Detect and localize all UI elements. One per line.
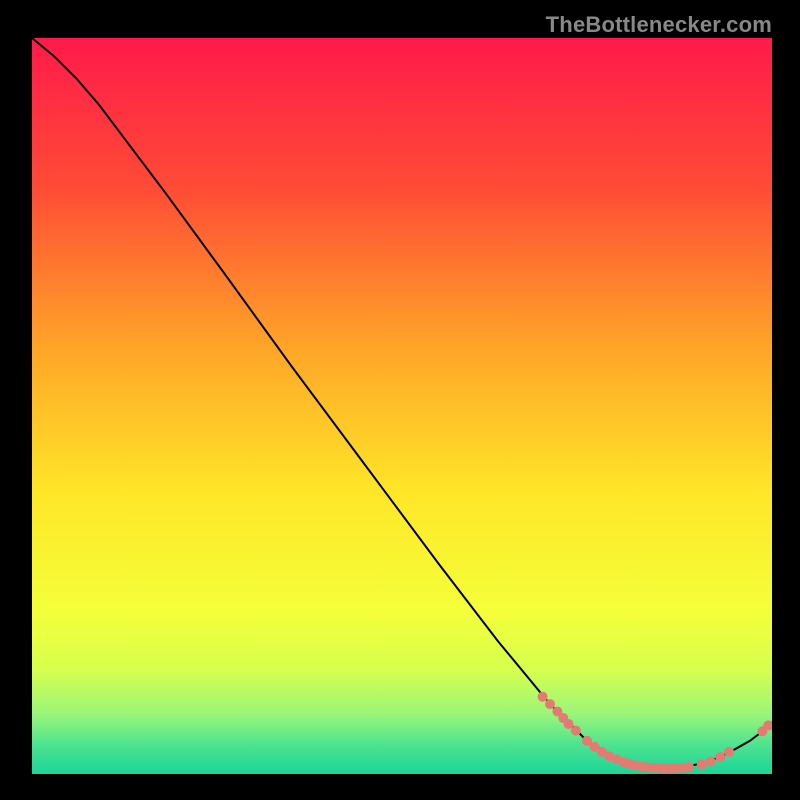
marker-point: [715, 752, 725, 762]
marker-point: [697, 759, 707, 769]
marker-point: [564, 719, 574, 729]
marker-point: [571, 726, 581, 736]
marker-point: [684, 762, 694, 772]
plot-area: [32, 38, 772, 774]
gradient-background: [32, 38, 772, 774]
marker-point: [538, 692, 548, 702]
marker-point: [724, 747, 734, 757]
marker-point: [706, 756, 716, 766]
plot-svg: [32, 38, 772, 774]
marker-point: [545, 699, 555, 709]
chart-container: TheBottlenecker.com: [0, 0, 800, 800]
watermark: TheBottlenecker.com: [546, 12, 772, 38]
